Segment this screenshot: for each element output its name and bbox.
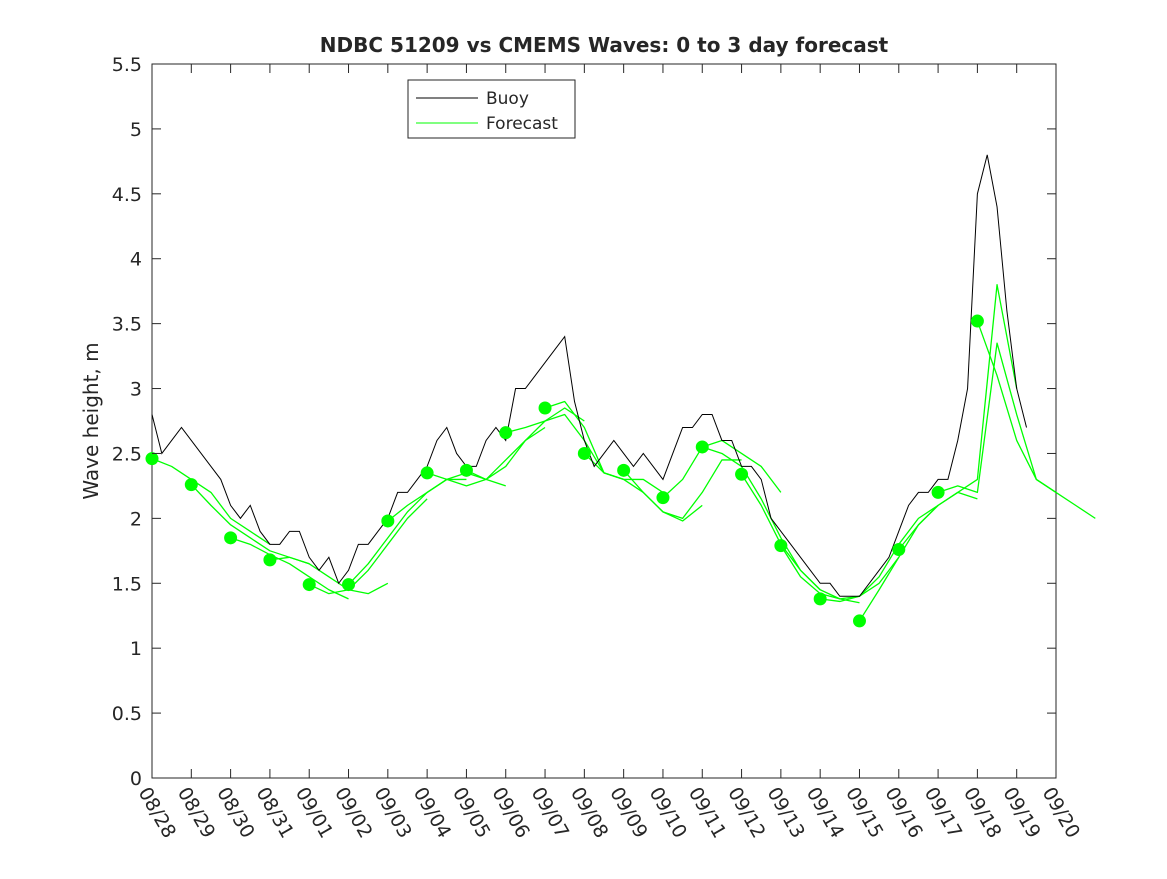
y-axis: 0 0.5 1 1.5 2 2.5 3 3.5 4 4.5 5 5.5	[112, 54, 1056, 790]
y-tick-label: 0	[130, 768, 142, 790]
y-tick-label: 3.5	[112, 314, 142, 336]
x-tick-label: 09/20	[1038, 784, 1084, 842]
forecast-start-marker	[852, 614, 866, 628]
forecast-start-marker	[577, 446, 591, 460]
y-tick-label: 3	[130, 379, 142, 401]
forecast-line	[820, 504, 939, 603]
forecast-start-marker	[931, 485, 945, 499]
forecast-start-marker	[656, 491, 670, 505]
legend: Buoy Forecast	[407, 79, 576, 139]
forecast-line	[269, 556, 389, 595]
forecast-start-marker	[342, 578, 356, 592]
x-tick-label: 09/04	[409, 784, 455, 842]
forecast-line	[623, 459, 742, 520]
x-tick-label: 09/02	[330, 784, 376, 842]
y-tick-label: 4	[130, 249, 142, 271]
forecast-start-marker	[695, 440, 709, 454]
x-tick-label: 09/05	[448, 784, 494, 842]
x-tick-label: 08/30	[212, 784, 258, 842]
x-tick-label: 09/16	[880, 784, 926, 842]
y-tick-label: 2.5	[112, 443, 142, 465]
forecast-start-marker	[813, 592, 827, 606]
x-tick-label: 09/08	[566, 784, 612, 842]
y-axis-label: Wave height, m	[79, 342, 103, 499]
forecast-line	[151, 458, 271, 545]
chart-title: NDBC 51209 vs CMEMS Waves: 0 to 3 day fo…	[320, 33, 889, 57]
x-tick-label: 08/29	[173, 784, 219, 842]
forecast-line	[976, 320, 1096, 519]
x-tick-label: 09/07	[527, 784, 573, 842]
forecast-start-marker	[774, 539, 788, 553]
forecast-line	[898, 284, 1018, 550]
x-tick-label: 09/09	[605, 784, 651, 842]
x-tick-label: 09/14	[802, 784, 848, 842]
x-tick-label: 09/11	[684, 784, 730, 842]
x-tick-label: 09/06	[487, 784, 533, 842]
x-tick-label: 09/10	[645, 784, 691, 842]
legend-forecast-label: Forecast	[486, 114, 558, 134]
forecast-line	[230, 537, 349, 600]
x-tick-label: 09/01	[291, 784, 337, 842]
forecast-start-marker	[184, 478, 198, 492]
x-tick-label: 09/18	[959, 784, 1005, 842]
forecast-start-marker	[224, 531, 238, 545]
forecast-start-marker	[538, 401, 552, 415]
forecast-start-marker	[735, 467, 749, 481]
forecast-start-marker	[263, 553, 277, 567]
forecast-start-marker	[145, 452, 159, 466]
forecast-line	[466, 407, 585, 481]
x-tick-label: 09/03	[369, 784, 415, 842]
forecast-start-marker	[617, 463, 631, 477]
forecast-start-markers	[145, 314, 984, 628]
forecast-start-marker	[381, 514, 395, 528]
x-tick-label: 09/13	[763, 784, 809, 842]
x-tick-label: 09/15	[841, 784, 887, 842]
forecast-start-marker	[892, 543, 906, 557]
x-tick-label: 09/12	[723, 784, 769, 842]
x-tick-label: 08/31	[252, 784, 298, 842]
x-tick-label: 08/28	[134, 784, 180, 842]
y-tick-label: 5.5	[112, 54, 142, 76]
x-tick-label: 09/19	[998, 784, 1044, 842]
y-tick-label: 2	[130, 508, 142, 530]
series-lines	[151, 154, 1096, 622]
x-tick-label: 09/17	[920, 784, 966, 842]
forecast-line	[780, 545, 900, 600]
forecast-start-marker	[302, 578, 316, 592]
forecast-start-marker	[970, 314, 984, 328]
legend-box	[407, 79, 576, 139]
y-tick-label: 0.5	[112, 703, 142, 725]
y-tick-label: 5	[130, 119, 142, 141]
forecast-start-marker	[420, 466, 434, 480]
forecast-start-marker	[499, 426, 513, 440]
plot-area	[151, 63, 1057, 779]
forecast-start-marker	[459, 463, 473, 477]
y-tick-label: 1	[130, 638, 142, 660]
forecast-line	[308, 498, 428, 595]
legend-buoy-label: Buoy	[486, 89, 529, 109]
y-tick-label: 1.5	[112, 573, 142, 595]
y-tick-label: 4.5	[112, 184, 142, 206]
